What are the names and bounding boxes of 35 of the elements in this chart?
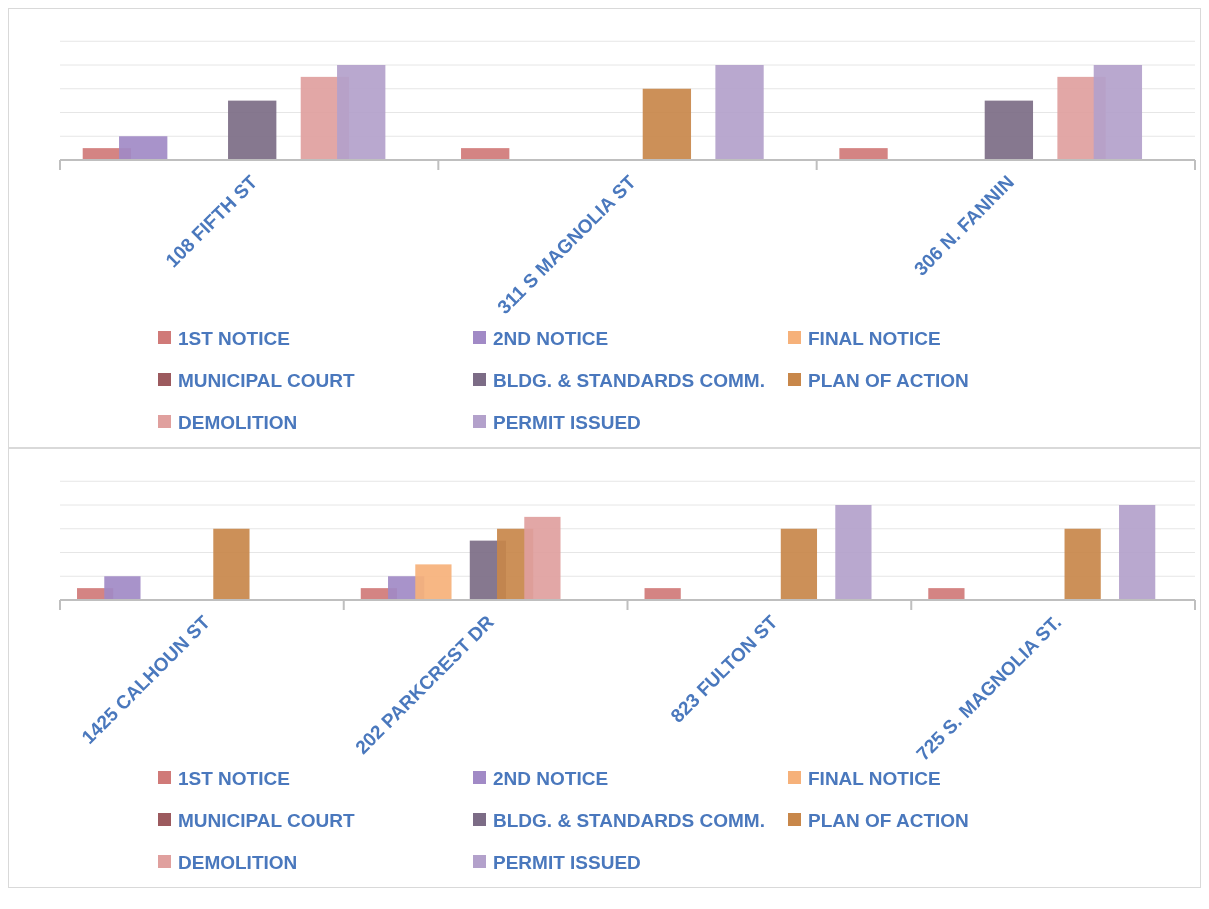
bar <box>524 516 561 600</box>
bar <box>228 100 277 160</box>
bar <box>780 528 818 600</box>
legend-label: PERMIT ISSUED <box>493 851 641 873</box>
legend-label: 1ST NOTICE <box>178 327 290 349</box>
bar <box>1064 528 1101 600</box>
legend-label: PERMIT ISSUED <box>493 411 641 433</box>
bar <box>337 65 386 160</box>
legend-label: FINAL NOTICE <box>808 767 941 789</box>
bar <box>213 528 250 600</box>
bar <box>1093 65 1143 160</box>
legend-label: 2ND NOTICE <box>493 767 609 789</box>
bar <box>839 148 888 160</box>
legend-label: DEMOLITION <box>178 411 298 433</box>
bar <box>119 136 168 160</box>
legend-label: 2ND NOTICE <box>493 327 609 349</box>
legend-label: BLDG. & STANDARDS COMM. <box>493 809 765 831</box>
bar <box>104 576 141 600</box>
bar <box>928 588 965 600</box>
bar <box>642 88 692 160</box>
legend-label: FINAL NOTICE <box>808 327 941 349</box>
bar <box>984 100 1034 160</box>
legend-label: 1ST NOTICE <box>178 767 290 789</box>
bar <box>644 588 681 600</box>
legend-label: BLDG. & STANDARDS COMM. <box>493 369 765 391</box>
legend-label: DEMOLITION <box>178 851 298 873</box>
bar <box>835 505 872 600</box>
bar <box>461 148 510 160</box>
legend-label: PLAN OF ACTION <box>808 809 969 831</box>
bar <box>415 564 452 600</box>
legend-label: MUNICIPAL COURT <box>178 809 356 831</box>
bar <box>1119 505 1156 600</box>
bar <box>715 65 764 160</box>
legend-label: MUNICIPAL COURT <box>178 369 356 391</box>
legend-label: PLAN OF ACTION <box>808 369 969 391</box>
